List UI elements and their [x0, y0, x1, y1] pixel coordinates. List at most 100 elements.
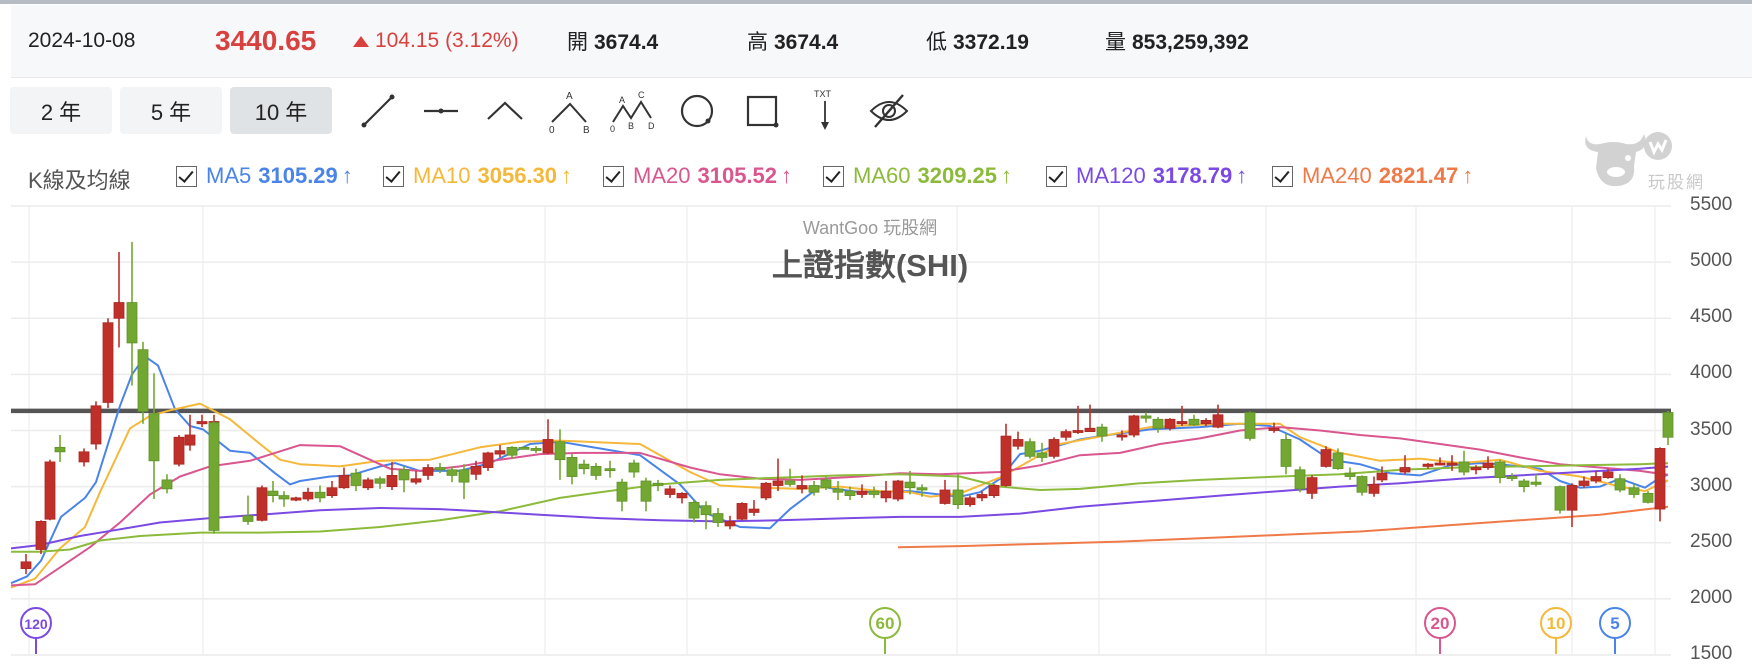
- horizontal-line-icon: [424, 108, 458, 114]
- candle-body: [1072, 430, 1084, 433]
- candle-body: [1399, 467, 1411, 473]
- candle-body: [1212, 414, 1224, 428]
- candle-body: [482, 452, 494, 468]
- wantgoo-logo-icon: [1585, 132, 1672, 187]
- candle-body: [1458, 461, 1470, 473]
- abc-wave-icon: A 0 B: [549, 91, 590, 134]
- candle-body: [1554, 486, 1566, 511]
- candle-body: [1188, 418, 1200, 426]
- svg-text:A: A: [566, 91, 573, 102]
- rectangle-tool[interactable]: [737, 88, 787, 134]
- horizontal-line-tool[interactable]: [416, 88, 466, 134]
- circle-tool[interactable]: [672, 88, 722, 134]
- candle-body: [604, 468, 616, 472]
- y-tick-label: 2000: [1690, 586, 1733, 608]
- ma60-checkbox[interactable]: [823, 165, 844, 187]
- candle-body: [748, 508, 760, 513]
- candle-body: [1518, 480, 1530, 488]
- candle-body: [1200, 419, 1212, 425]
- candle-body: [1332, 452, 1344, 470]
- ma-marker-label: 20: [1431, 614, 1450, 633]
- abc-wave-tool[interactable]: A 0 B: [545, 88, 595, 134]
- candle-body: [1140, 415, 1152, 419]
- arrow-up-icon: ↑: [1001, 163, 1013, 188]
- candle-body: [326, 487, 338, 497]
- angle-line-icon: [487, 101, 523, 120]
- abcd-wave-tool[interactable]: A C 0 B D: [608, 88, 658, 134]
- ma20-checkbox[interactable]: [603, 165, 624, 187]
- candle-body: [1048, 439, 1060, 457]
- text-arrow-icon: TXT: [814, 89, 832, 130]
- ma-marker: [20, 607, 52, 639]
- ma20-name: MA20: [633, 163, 691, 188]
- candle-body: [90, 405, 102, 445]
- candle-body: [1654, 448, 1666, 510]
- candle-body: [126, 302, 138, 344]
- candle-body: [494, 450, 506, 455]
- candle-body: [808, 485, 820, 493]
- trend-line-tool[interactable]: [353, 88, 403, 134]
- range-5y-button[interactable]: 5 年: [120, 87, 222, 134]
- svg-text:TXT: TXT: [814, 89, 832, 99]
- candle-body: [1096, 426, 1108, 437]
- candle-body: [422, 467, 434, 476]
- ma240-checkbox[interactable]: [1272, 165, 1293, 187]
- candle-body: [137, 349, 149, 412]
- candle-body: [113, 302, 125, 319]
- ma10-value: 3056.30: [477, 163, 558, 188]
- ma-marker-label: 120: [24, 616, 48, 632]
- candle-body: [578, 463, 590, 470]
- candle-body: [1244, 412, 1256, 439]
- candle-body: [1294, 469, 1306, 490]
- svg-text:D: D: [648, 121, 655, 131]
- ma60-value: 3209.25: [917, 163, 998, 188]
- volume-stat: 量 853,259,392: [1105, 26, 1249, 56]
- ma240-line: [897, 505, 1669, 549]
- candle-body: [1590, 476, 1602, 482]
- candle-body: [1470, 467, 1482, 471]
- range-10y-button[interactable]: 10 年: [230, 87, 332, 134]
- candle-body: [542, 439, 554, 454]
- candle-body: [1628, 487, 1640, 495]
- ma120-checkbox[interactable]: [1046, 165, 1067, 187]
- quote-bar: 2024-10-08 3440.65 104.15 (3.12%) 開 3674.…: [11, 5, 1752, 78]
- candle-body: [1116, 434, 1128, 438]
- candle-body: [386, 474, 398, 488]
- hide-drawings-icon: [869, 94, 909, 128]
- ma10-checkbox[interactable]: [383, 165, 404, 187]
- candle-body: [35, 521, 47, 550]
- y-tick-label: 1500: [1690, 643, 1733, 664]
- angle-line-tool[interactable]: [480, 88, 530, 134]
- candle-body: [628, 462, 640, 473]
- ma20-value: 3105.52: [697, 163, 778, 188]
- candle-body: [398, 469, 410, 481]
- candle-body: [1602, 471, 1614, 479]
- candle-body: [616, 481, 628, 502]
- text-tool[interactable]: TXT: [800, 88, 850, 134]
- range-2y-button[interactable]: 2 年: [10, 87, 112, 134]
- hide-drawings-tool[interactable]: [864, 88, 914, 134]
- candle-body: [1176, 421, 1188, 425]
- candle-body: [1320, 449, 1332, 467]
- candle-body: [44, 461, 56, 520]
- candle-body: [434, 467, 446, 471]
- trend-line-icon: [361, 94, 395, 128]
- y-tick-label: 4000: [1690, 362, 1733, 384]
- candle-body: [880, 490, 892, 499]
- chart-title: 上證指數(SHI): [771, 248, 969, 283]
- candle-body: [470, 466, 482, 475]
- candle-body: [554, 441, 566, 461]
- candle-body: [1494, 461, 1506, 479]
- ma5-checkbox[interactable]: [176, 165, 197, 187]
- candle-body: [161, 479, 173, 490]
- candle-body: [1128, 415, 1140, 436]
- candle-body: [712, 513, 724, 523]
- candle-body: [196, 421, 208, 425]
- abcd-wave-icon: A C 0 B D: [610, 90, 655, 134]
- candle-body: [939, 489, 951, 504]
- candle-body: [208, 422, 220, 531]
- legend-ma20: MA20 3105.52 ↑: [603, 163, 792, 189]
- candle-body: [530, 448, 542, 451]
- quote-price: 3440.65: [215, 25, 317, 56]
